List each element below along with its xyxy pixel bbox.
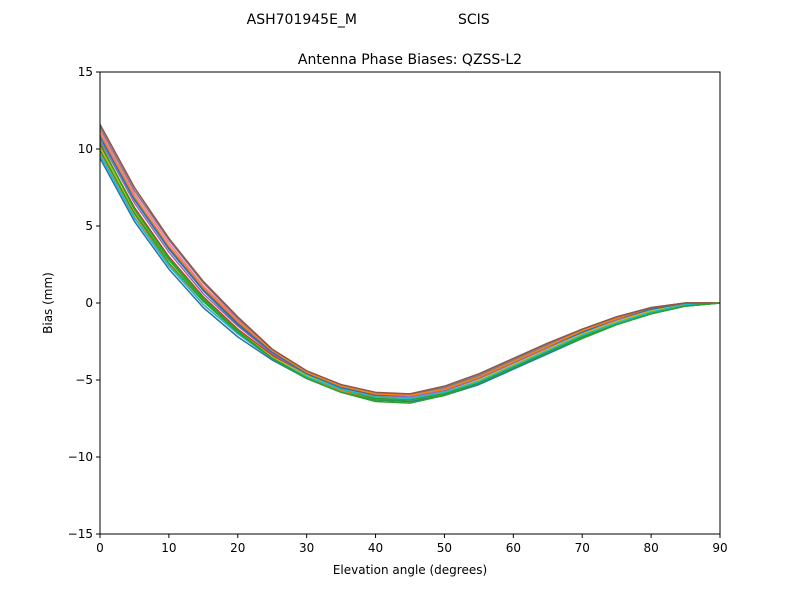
x-tick-label: 40 xyxy=(368,541,383,555)
series-line-5 xyxy=(100,139,720,398)
y-tick-label: −15 xyxy=(68,527,93,541)
series-line-4 xyxy=(100,143,720,400)
figure-suptitle-station: SCIS xyxy=(458,12,490,28)
x-tick-label: 70 xyxy=(575,541,590,555)
plot-frame xyxy=(99,71,721,535)
x-tick-label: 80 xyxy=(643,541,658,555)
series-line-7 xyxy=(100,129,720,397)
x-tick-label: 60 xyxy=(506,541,521,555)
y-tick-label: 15 xyxy=(78,65,93,79)
series-line-11 xyxy=(100,135,720,397)
series-line-10 xyxy=(100,154,720,400)
series-line-8 xyxy=(100,126,720,395)
chart-title: Antenna Phase Biases: QZSS-L2 xyxy=(298,52,522,68)
series-line-14 xyxy=(100,123,720,395)
x-tick-label: 30 xyxy=(299,541,314,555)
y-tick-label: 0 xyxy=(85,296,93,310)
y-tick-label: 10 xyxy=(78,142,93,156)
y-tick-label: −10 xyxy=(68,450,93,464)
figure-suptitle-antenna: ASH701945E_M xyxy=(247,12,357,28)
series-line-12 xyxy=(100,132,720,397)
series-layer xyxy=(100,123,720,404)
x-tick-label: 50 xyxy=(437,541,452,555)
y-axis-label: Bias (mm) xyxy=(41,272,55,334)
x-tick-label: 90 xyxy=(712,541,727,555)
series-line-6 xyxy=(100,134,720,397)
x-tick-label: 20 xyxy=(230,541,245,555)
x-axis-label: Elevation angle (degrees) xyxy=(333,563,487,577)
x-tick-label: 0 xyxy=(96,541,104,555)
series-line-1 xyxy=(100,157,720,403)
x-tick-label: 10 xyxy=(161,541,176,555)
series-line-15 xyxy=(100,142,720,401)
y-tick-label: 5 xyxy=(85,219,93,233)
ticks-layer: 0 10 20 30 40 50 60 70 80 90 −15 −10 −5 0 5 10 15 xyxy=(68,65,728,555)
y-tick-label: −5 xyxy=(75,373,93,387)
